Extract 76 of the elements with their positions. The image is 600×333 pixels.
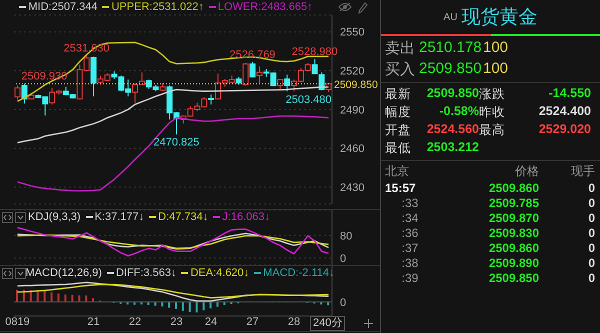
text: 幅度 <box>385 104 412 121</box>
text: 2510.178 <box>419 39 483 58</box>
legend-label: J:16.063↓ <box>222 211 270 223</box>
y-tick-label: 2520 <box>340 66 364 78</box>
text: 开盘 <box>385 122 412 139</box>
text: 涨跌 <box>479 86 506 103</box>
text: 240分 <box>310 316 346 331</box>
text: 2509.850 <box>426 86 479 102</box>
text: 0 <box>587 196 595 210</box>
y-tick-label: 2460 <box>340 143 364 156</box>
text: 现货黄金 <box>461 6 538 30</box>
text: 现手 <box>570 163 595 180</box>
legend-label: UPPER:2531.022↑ <box>111 1 204 13</box>
text: 0 <box>587 256 595 270</box>
text: :37 <box>400 241 420 255</box>
annotation: 2470.825 <box>154 136 200 148</box>
y-tick-label: 2430 <box>340 182 364 194</box>
x-tick-label: 27 <box>246 316 259 328</box>
text: 最高 <box>479 122 506 139</box>
text: 100 <box>483 60 510 79</box>
text: 100 <box>483 39 510 58</box>
text: AU <box>444 12 458 22</box>
legend-label: MID:2507.344 <box>28 1 98 13</box>
text: 价格 <box>514 163 539 180</box>
text: :33 <box>400 196 420 210</box>
text: :39 <box>400 271 420 285</box>
ref-line-label: 2509.850 <box>334 78 378 91</box>
x-tick-label: 28 <box>288 316 300 328</box>
text: 2503.212 <box>426 140 479 156</box>
legend-label: LOWER:2483.665↑ <box>218 1 313 13</box>
text: 0 <box>587 226 595 240</box>
text: 0 <box>587 241 595 255</box>
text: 2524.400 <box>538 104 591 120</box>
x-tick-label: 0819 <box>5 316 30 328</box>
text: 0 <box>587 271 595 285</box>
text: 2509.860 <box>488 241 539 255</box>
legend-label: K:37.177↓ <box>94 211 144 223</box>
legend-label: DIFF:3.563↓ <box>116 267 176 279</box>
text: :38 <box>400 256 420 270</box>
y-tick-label: 2490 <box>340 104 364 116</box>
text: 2509.830 <box>488 226 539 240</box>
legend-label: DEA:4.620↓ <box>190 267 250 279</box>
text: 昨收 <box>479 104 506 121</box>
y-tick-label: 0 <box>340 252 346 265</box>
text: -14.550 <box>548 86 591 102</box>
text: :34 <box>400 211 420 225</box>
text: 2529.020 <box>538 122 591 138</box>
legend-title: KDJ(9,3,3) <box>28 211 81 223</box>
text: 2509.890 <box>488 256 539 270</box>
annotation: 2503.480 <box>286 94 332 106</box>
text: 卖出 <box>385 39 416 58</box>
text: 15:57 <box>385 181 417 195</box>
y-tick-label: 2550 <box>340 26 364 39</box>
text: 0 <box>587 211 595 225</box>
text: 2509.860 <box>488 181 539 195</box>
text: 2509.850 <box>419 60 483 79</box>
x-tick-label: 23 <box>170 316 183 328</box>
legend-label: D:47.734↓ <box>158 211 208 223</box>
text: 北京 <box>385 163 410 180</box>
text: -0.58% <box>438 104 479 120</box>
text: 2509.850 <box>488 271 539 285</box>
text: 2509.870 <box>488 211 539 225</box>
text: 最低 <box>385 140 412 157</box>
text: 2509.785 <box>488 196 539 210</box>
text: 最新 <box>385 86 412 103</box>
legend-label: MACD:-2.114↓ <box>263 267 334 279</box>
y-tick-label: 80 <box>340 230 352 242</box>
text: :36 <box>400 226 420 240</box>
text: 2524.560 <box>426 122 479 138</box>
x-tick-label: 21 <box>87 316 100 328</box>
legend-title: MACD(12,26,9) <box>26 267 102 279</box>
text: 买入 <box>385 60 416 79</box>
text: 0 <box>587 181 595 195</box>
x-tick-label: 22 <box>128 316 142 328</box>
x-tick-label: 24 <box>204 316 218 328</box>
annotation: 2528.980 <box>292 46 338 58</box>
